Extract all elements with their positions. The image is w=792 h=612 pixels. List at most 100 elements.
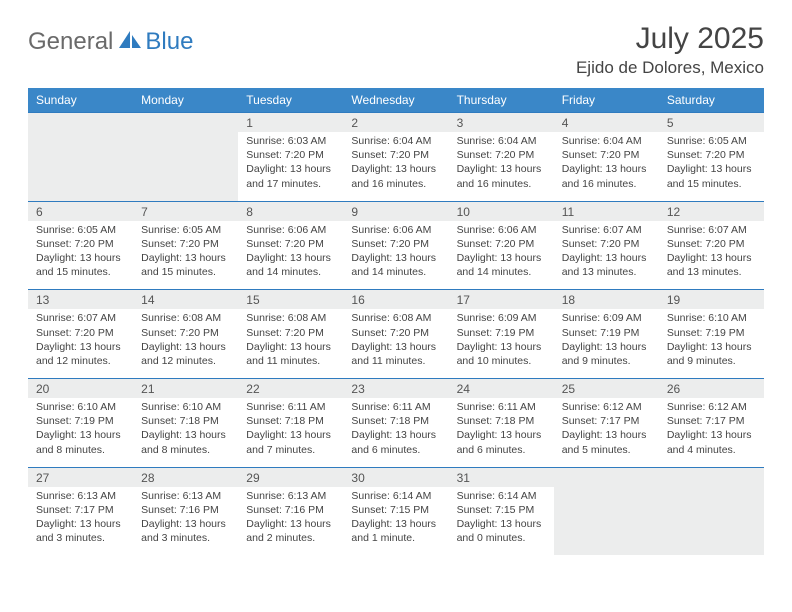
daylight-text: Daylight: 13 hours and 14 minutes. (351, 251, 440, 279)
sunset-text: Sunset: 7:20 PM (457, 148, 546, 162)
sunrise-text: Sunrise: 6:04 AM (457, 134, 546, 148)
day-data-cell: Sunrise: 6:04 AMSunset: 7:20 PMDaylight:… (343, 132, 448, 201)
daylight-text: Daylight: 13 hours and 17 minutes. (246, 162, 335, 190)
day-number-cell: 20 (28, 379, 133, 399)
daylight-text: Daylight: 13 hours and 14 minutes. (246, 251, 335, 279)
sunrise-text: Sunrise: 6:05 AM (36, 223, 125, 237)
sunset-text: Sunset: 7:18 PM (246, 414, 335, 428)
day-data-cell: Sunrise: 6:05 AMSunset: 7:20 PMDaylight:… (659, 132, 764, 201)
logo-text-blue: Blue (145, 28, 193, 56)
daylight-text: Daylight: 13 hours and 13 minutes. (667, 251, 756, 279)
daylight-text: Daylight: 13 hours and 8 minutes. (36, 428, 125, 456)
daylight-text: Daylight: 13 hours and 16 minutes. (562, 162, 651, 190)
day-number-cell: 9 (343, 201, 448, 221)
sunset-text: Sunset: 7:17 PM (36, 503, 125, 517)
daynum-row: 20212223242526 (28, 379, 764, 399)
daylight-text: Daylight: 13 hours and 10 minutes. (457, 340, 546, 368)
daylight-text: Daylight: 13 hours and 14 minutes. (457, 251, 546, 279)
sunset-text: Sunset: 7:20 PM (562, 237, 651, 251)
daylight-text: Daylight: 13 hours and 12 minutes. (36, 340, 125, 368)
day-number-cell: 18 (554, 290, 659, 310)
sunset-text: Sunset: 7:20 PM (667, 237, 756, 251)
day-number-cell: 25 (554, 379, 659, 399)
sunrise-text: Sunrise: 6:05 AM (141, 223, 230, 237)
daylight-text: Daylight: 13 hours and 15 minutes. (141, 251, 230, 279)
sunset-text: Sunset: 7:19 PM (667, 326, 756, 340)
sunset-text: Sunset: 7:19 PM (36, 414, 125, 428)
day-number-cell: 26 (659, 379, 764, 399)
day-data-cell: Sunrise: 6:06 AMSunset: 7:20 PMDaylight:… (449, 221, 554, 290)
day-number-cell: 1 (238, 113, 343, 133)
day-data-cell: Sunrise: 6:12 AMSunset: 7:17 PMDaylight:… (659, 398, 764, 467)
sunset-text: Sunset: 7:15 PM (457, 503, 546, 517)
sunset-text: Sunset: 7:20 PM (246, 148, 335, 162)
day-header: Friday (554, 88, 659, 113)
day-number-cell: 12 (659, 201, 764, 221)
day-number-cell: 11 (554, 201, 659, 221)
data-row: Sunrise: 6:05 AMSunset: 7:20 PMDaylight:… (28, 221, 764, 290)
sunset-text: Sunset: 7:20 PM (562, 148, 651, 162)
day-data-cell: Sunrise: 6:10 AMSunset: 7:18 PMDaylight:… (133, 398, 238, 467)
day-data-cell: Sunrise: 6:14 AMSunset: 7:15 PMDaylight:… (343, 487, 448, 556)
sunrise-text: Sunrise: 6:14 AM (351, 489, 440, 503)
daylight-text: Daylight: 13 hours and 11 minutes. (351, 340, 440, 368)
sunrise-text: Sunrise: 6:08 AM (351, 311, 440, 325)
daylight-text: Daylight: 13 hours and 11 minutes. (246, 340, 335, 368)
day-data-cell: Sunrise: 6:08 AMSunset: 7:20 PMDaylight:… (238, 309, 343, 378)
day-data-cell: Sunrise: 6:03 AMSunset: 7:20 PMDaylight:… (238, 132, 343, 201)
day-number-cell: 5 (659, 113, 764, 133)
sunrise-text: Sunrise: 6:12 AM (562, 400, 651, 414)
title-block: July 2025 Ejido de Dolores, Mexico (576, 22, 764, 78)
day-number-cell: 14 (133, 290, 238, 310)
day-number-cell: 3 (449, 113, 554, 133)
daylight-text: Daylight: 13 hours and 3 minutes. (141, 517, 230, 545)
sunrise-text: Sunrise: 6:13 AM (141, 489, 230, 503)
day-data-cell: Sunrise: 6:07 AMSunset: 7:20 PMDaylight:… (659, 221, 764, 290)
day-header: Tuesday (238, 88, 343, 113)
daylight-text: Daylight: 13 hours and 15 minutes. (36, 251, 125, 279)
sunset-text: Sunset: 7:20 PM (667, 148, 756, 162)
daylight-text: Daylight: 13 hours and 2 minutes. (246, 517, 335, 545)
sunrise-text: Sunrise: 6:13 AM (246, 489, 335, 503)
sunset-text: Sunset: 7:20 PM (351, 148, 440, 162)
daynum-row: 12345 (28, 113, 764, 133)
sunrise-text: Sunrise: 6:13 AM (36, 489, 125, 503)
day-data-cell (659, 487, 764, 556)
sunset-text: Sunset: 7:20 PM (141, 326, 230, 340)
sunrise-text: Sunrise: 6:06 AM (351, 223, 440, 237)
day-header-row: SundayMondayTuesdayWednesdayThursdayFrid… (28, 88, 764, 113)
day-data-cell: Sunrise: 6:09 AMSunset: 7:19 PMDaylight:… (449, 309, 554, 378)
day-data-cell (28, 132, 133, 201)
day-number-cell: 16 (343, 290, 448, 310)
day-number-cell (554, 467, 659, 487)
daylight-text: Daylight: 13 hours and 16 minutes. (351, 162, 440, 190)
day-data-cell: Sunrise: 6:04 AMSunset: 7:20 PMDaylight:… (449, 132, 554, 201)
data-row: Sunrise: 6:03 AMSunset: 7:20 PMDaylight:… (28, 132, 764, 201)
sunset-text: Sunset: 7:16 PM (246, 503, 335, 517)
day-data-cell: Sunrise: 6:06 AMSunset: 7:20 PMDaylight:… (238, 221, 343, 290)
daylight-text: Daylight: 13 hours and 12 minutes. (141, 340, 230, 368)
location: Ejido de Dolores, Mexico (576, 58, 764, 78)
data-row: Sunrise: 6:10 AMSunset: 7:19 PMDaylight:… (28, 398, 764, 467)
day-number-cell: 28 (133, 467, 238, 487)
daynum-row: 6789101112 (28, 201, 764, 221)
day-number-cell (28, 113, 133, 133)
sunrise-text: Sunrise: 6:10 AM (36, 400, 125, 414)
day-data-cell: Sunrise: 6:09 AMSunset: 7:19 PMDaylight:… (554, 309, 659, 378)
sunrise-text: Sunrise: 6:04 AM (351, 134, 440, 148)
day-number-cell: 27 (28, 467, 133, 487)
daylight-text: Daylight: 13 hours and 8 minutes. (141, 428, 230, 456)
daylight-text: Daylight: 13 hours and 5 minutes. (562, 428, 651, 456)
sunrise-text: Sunrise: 6:11 AM (457, 400, 546, 414)
day-header: Thursday (449, 88, 554, 113)
sunset-text: Sunset: 7:17 PM (562, 414, 651, 428)
day-number-cell (133, 113, 238, 133)
calendar-table: SundayMondayTuesdayWednesdayThursdayFrid… (28, 88, 764, 555)
sunrise-text: Sunrise: 6:10 AM (667, 311, 756, 325)
day-number-cell: 7 (133, 201, 238, 221)
daylight-text: Daylight: 13 hours and 6 minutes. (351, 428, 440, 456)
data-row: Sunrise: 6:07 AMSunset: 7:20 PMDaylight:… (28, 309, 764, 378)
day-header: Saturday (659, 88, 764, 113)
sunrise-text: Sunrise: 6:08 AM (246, 311, 335, 325)
day-number-cell: 30 (343, 467, 448, 487)
